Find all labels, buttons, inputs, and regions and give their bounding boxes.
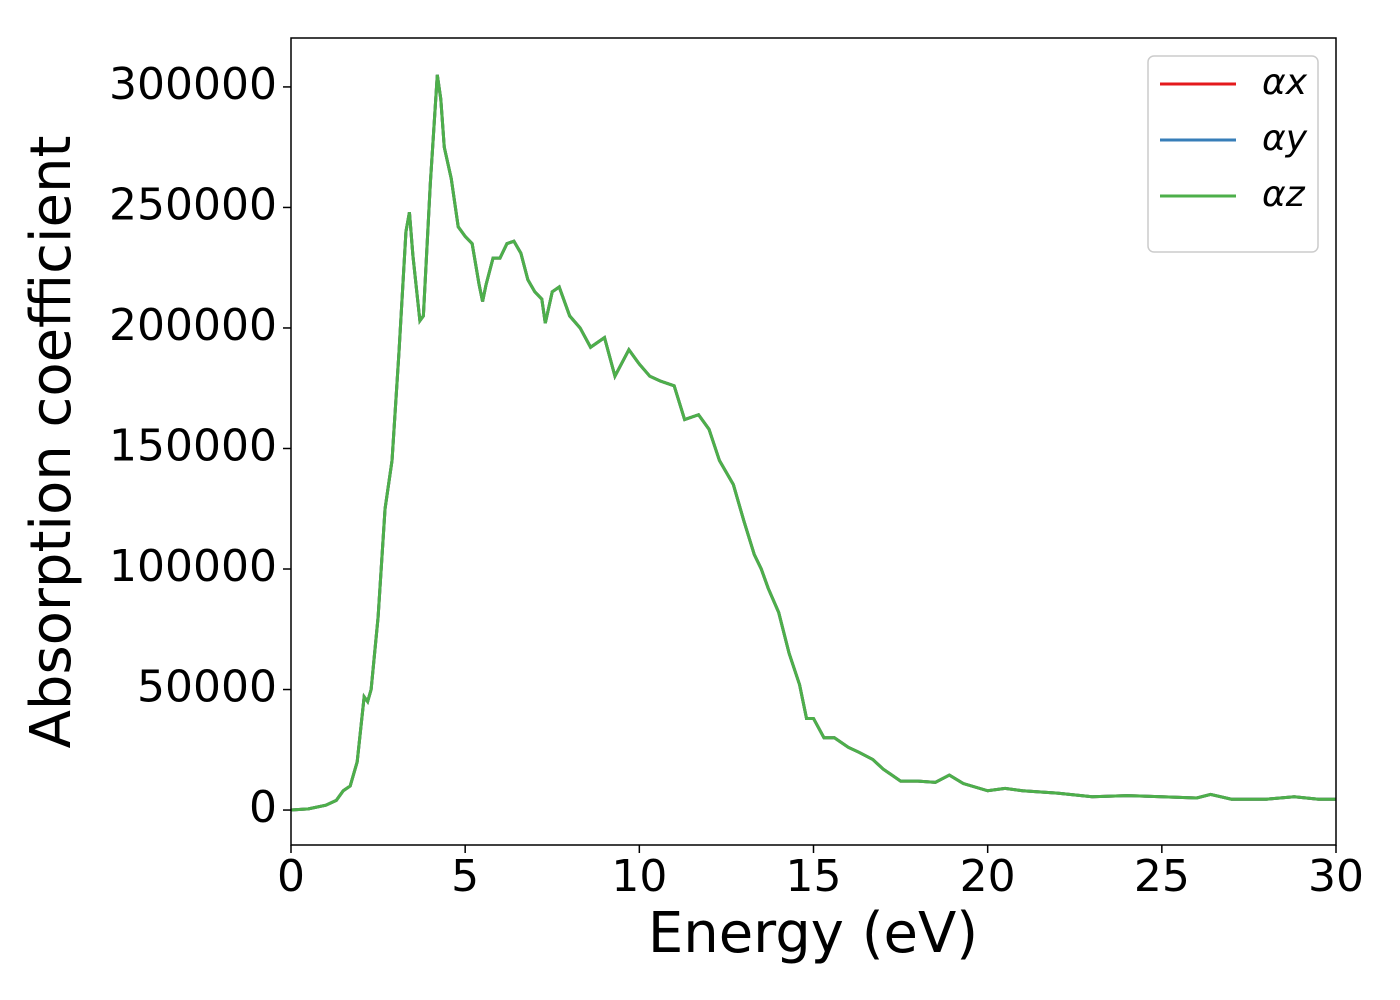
y-tick-label: 50000 bbox=[137, 662, 277, 713]
x-tick-label: 20 bbox=[960, 851, 1016, 902]
x-tick-label: 25 bbox=[1134, 851, 1190, 902]
legend-label: αy bbox=[1262, 118, 1308, 159]
x-axis-label: Energy (eV) bbox=[648, 901, 978, 966]
y-tick-label: 250000 bbox=[109, 179, 277, 230]
data-line bbox=[291, 74, 1336, 812]
legend-label: αz bbox=[1262, 174, 1306, 215]
legend-box bbox=[1147, 55, 1319, 253]
legend-label: αx bbox=[1262, 62, 1308, 103]
x-tick-label: 30 bbox=[1308, 851, 1364, 902]
plot-frame bbox=[290, 37, 1337, 846]
y-axis-label: Absorption coefficient bbox=[19, 136, 84, 749]
x-tick-label: 15 bbox=[786, 851, 842, 902]
y-tick-label: 100000 bbox=[109, 541, 277, 592]
y-tick-label: 200000 bbox=[109, 300, 277, 351]
x-tick-label: 5 bbox=[451, 851, 479, 902]
x-tick-label: 10 bbox=[611, 851, 667, 902]
y-tick-label: 300000 bbox=[109, 59, 277, 110]
x-tick-label: 0 bbox=[277, 851, 305, 902]
y-tick-label: 0 bbox=[249, 782, 277, 833]
y-tick-label: 150000 bbox=[109, 420, 277, 471]
